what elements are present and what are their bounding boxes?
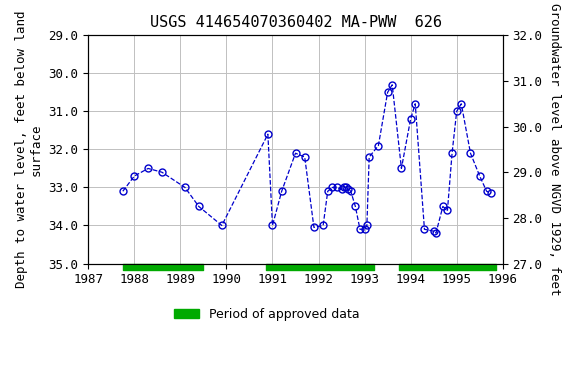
Y-axis label: Groundwater level above NGVD 1929, feet: Groundwater level above NGVD 1929, feet [548, 3, 561, 296]
Y-axis label: Depth to water level, feet below land
surface: Depth to water level, feet below land su… [15, 11, 43, 288]
Legend: Period of approved data: Period of approved data [169, 303, 364, 326]
Title: USGS 414654070360402 MA-PWW  626: USGS 414654070360402 MA-PWW 626 [150, 15, 441, 30]
